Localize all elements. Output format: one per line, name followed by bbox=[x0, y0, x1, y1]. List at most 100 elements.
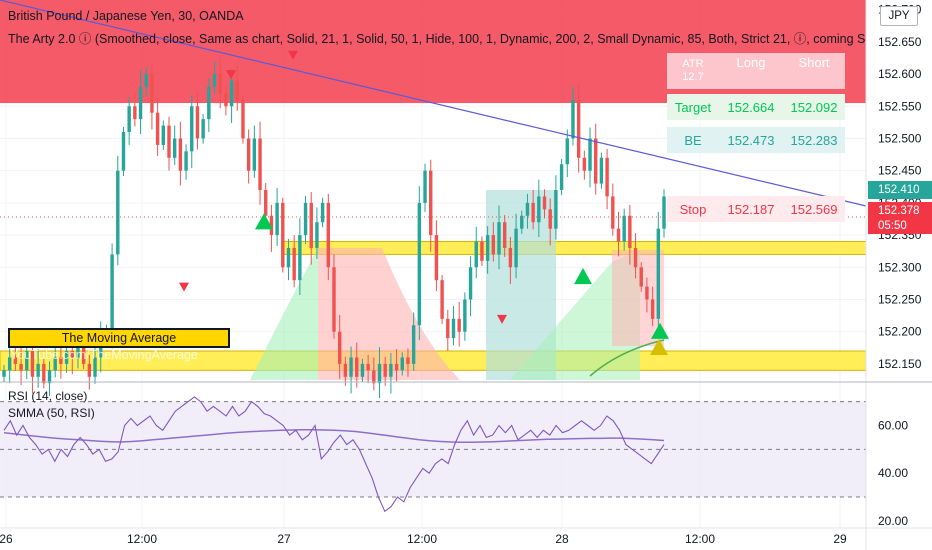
signal-marker-triangle-down bbox=[497, 314, 507, 324]
price-tick-label: 152.550 bbox=[878, 99, 922, 113]
candle-body bbox=[605, 157, 609, 197]
candle-body bbox=[258, 138, 262, 190]
candle-body bbox=[446, 318, 450, 339]
candle-body bbox=[525, 202, 530, 216]
candle-body bbox=[224, 93, 228, 107]
candle-body bbox=[13, 357, 18, 364]
candle-body bbox=[491, 235, 496, 255]
candle-body bbox=[110, 254, 114, 332]
candle-body bbox=[548, 209, 552, 229]
study-legend[interactable]: The Arty 2.0 ⓘ (Smoothed, close, Same as… bbox=[8, 32, 866, 46]
candle-body bbox=[264, 190, 268, 216]
candle-body bbox=[611, 196, 615, 229]
price-tick-label: 152.650 bbox=[878, 35, 922, 49]
signal-marker-triangle-up bbox=[255, 213, 273, 230]
candle-body bbox=[616, 228, 621, 242]
time-tick-label: 12:00 bbox=[407, 532, 437, 546]
candle-body bbox=[332, 267, 336, 332]
candle-body bbox=[406, 357, 410, 364]
candle-body bbox=[2, 370, 6, 377]
candle-body bbox=[383, 363, 387, 377]
candle-body bbox=[64, 351, 69, 364]
candle-body bbox=[133, 106, 137, 120]
candle-body bbox=[252, 138, 257, 171]
table-header-text: 12.7 bbox=[682, 71, 703, 83]
candle-body bbox=[520, 215, 524, 229]
candle-body bbox=[594, 138, 598, 184]
candle-body bbox=[343, 363, 348, 377]
time-tick-label: 12:00 bbox=[127, 532, 157, 546]
table-header-text: Long bbox=[737, 55, 766, 70]
rsi-tick-label: 40.00 bbox=[878, 466, 908, 480]
candle-body bbox=[309, 202, 313, 248]
rsi-pane bbox=[0, 396, 866, 513]
table-cell-text: 152.283 bbox=[791, 133, 838, 148]
table-cell bbox=[719, 94, 783, 120]
candle-body bbox=[360, 363, 365, 377]
candle-body bbox=[298, 235, 302, 281]
price-tick-label: 152.600 bbox=[878, 67, 922, 81]
candle-body bbox=[303, 202, 308, 236]
time-tick-label: 12:00 bbox=[685, 532, 715, 546]
candle-body bbox=[377, 363, 382, 384]
candle-body bbox=[286, 247, 291, 268]
candle-body bbox=[480, 241, 484, 261]
table-cell bbox=[719, 196, 783, 222]
candle-body bbox=[70, 351, 74, 358]
candle-body bbox=[355, 357, 359, 377]
current-price-tag: 152.378 bbox=[868, 202, 932, 220]
bear-band-2 bbox=[612, 250, 664, 346]
candle-body bbox=[81, 344, 86, 364]
bear-band bbox=[318, 248, 460, 380]
table-cell-text: BE bbox=[684, 133, 702, 148]
smma-legend[interactable]: SMMA (50, RSI) bbox=[8, 406, 95, 420]
candle-body bbox=[7, 357, 12, 371]
price-tick-label: 152.450 bbox=[878, 164, 922, 178]
candle-body bbox=[116, 170, 120, 255]
currency-button[interactable]: JPY bbox=[880, 6, 918, 26]
candle-body bbox=[53, 357, 57, 371]
candle-body bbox=[588, 138, 592, 171]
rsi-series-line bbox=[3, 396, 665, 513]
candle-body bbox=[195, 106, 200, 139]
candles bbox=[2, 57, 666, 399]
table-cell bbox=[667, 94, 719, 120]
candle-body bbox=[337, 331, 342, 364]
candle-body bbox=[599, 157, 604, 184]
time-axis: 26 12:00 27 12:00 28 12:00 29 bbox=[0, 527, 932, 546]
candle-body bbox=[218, 74, 222, 94]
candle-body bbox=[19, 363, 23, 371]
candle-body bbox=[576, 99, 581, 158]
time-tick-label: 29 bbox=[833, 532, 847, 546]
signal-marker-triangle-down bbox=[226, 70, 236, 80]
time-tick-label: 28 bbox=[555, 532, 569, 546]
candle-body bbox=[463, 299, 467, 332]
table-cell-text: 152.569 bbox=[791, 202, 838, 217]
price-tick-label: 152.200 bbox=[878, 325, 922, 339]
table-cell bbox=[783, 94, 845, 120]
candle-body bbox=[411, 325, 416, 364]
rsi-legend[interactable]: RSI (14, close) bbox=[8, 389, 88, 403]
candle-body bbox=[372, 370, 376, 384]
candle-body bbox=[269, 215, 274, 236]
candle-body bbox=[349, 357, 353, 377]
last-price-tag: 152.410 bbox=[868, 181, 932, 199]
countdown-tag: 05:50 bbox=[868, 218, 932, 234]
candle-body bbox=[229, 80, 234, 107]
table-cell bbox=[667, 196, 719, 222]
table-cell bbox=[783, 127, 845, 153]
bull-band-2 bbox=[510, 250, 640, 380]
candle-body bbox=[622, 215, 626, 242]
candle-body bbox=[497, 222, 501, 255]
candle-body bbox=[554, 190, 558, 229]
candle-body bbox=[633, 247, 638, 268]
candle-body bbox=[207, 86, 211, 120]
price-tick-label: 152.150 bbox=[878, 357, 922, 371]
table-header-text: Short bbox=[798, 55, 829, 70]
candle-body bbox=[645, 286, 649, 300]
candle-body bbox=[582, 157, 587, 171]
candle-body bbox=[315, 222, 319, 248]
candle-body bbox=[144, 74, 148, 87]
signal-bands bbox=[250, 190, 664, 380]
